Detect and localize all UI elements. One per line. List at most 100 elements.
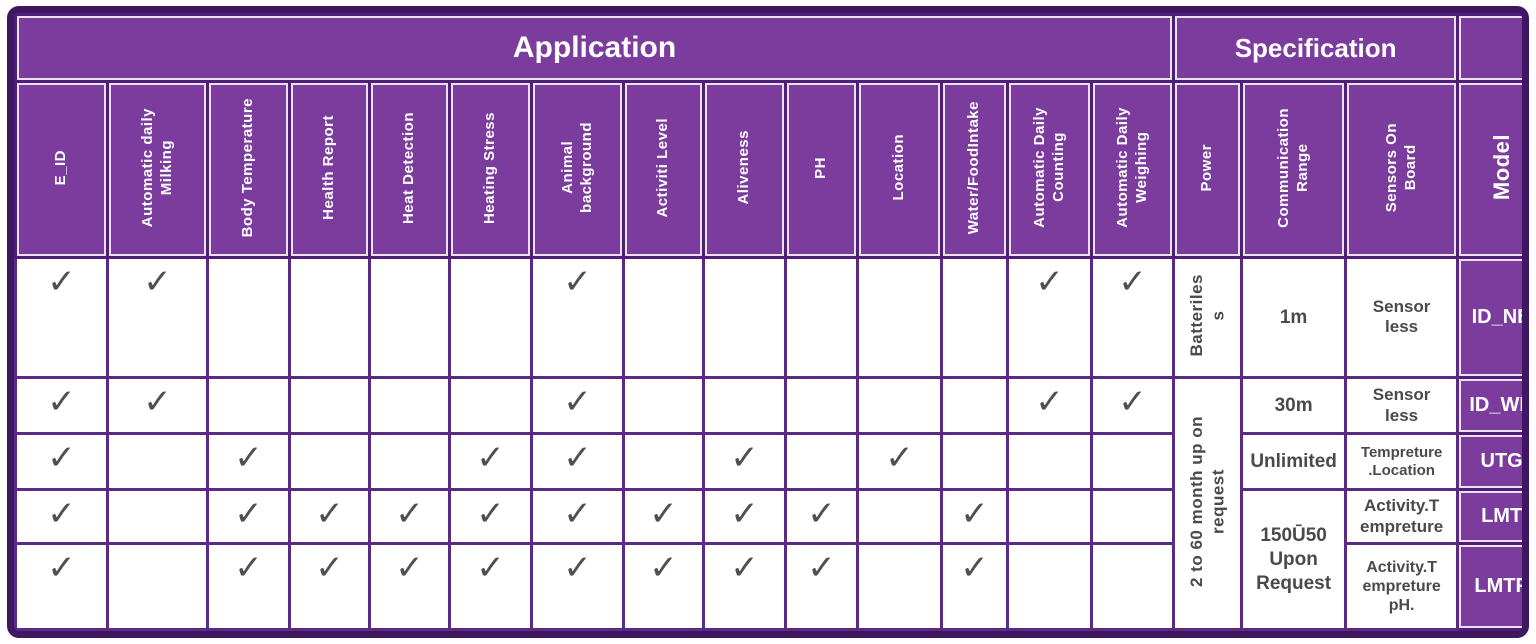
power-value: Batteriles s — [1187, 273, 1228, 357]
check-cell: ✓ — [106, 376, 209, 436]
check-cell: ✓ — [622, 488, 705, 546]
col-header-label: Body Temperature — [239, 97, 257, 238]
col-header-label: Automatic daily Milking — [138, 107, 175, 228]
column-header-row: E_ID Automatic daily Milking Body Temper… — [14, 80, 1522, 259]
col-header-animal-background: Animal background — [530, 80, 625, 259]
check-cell: ✓ — [14, 432, 109, 492]
col-header-label: Heating Stress — [481, 111, 499, 224]
check-cell: ✓ — [1006, 255, 1093, 380]
col-header-label: Health Report — [320, 115, 338, 220]
col-header-body-temperature: Body Temperature — [206, 80, 291, 259]
check-cell: ✓ — [206, 432, 291, 492]
col-header-label: Aliveness — [735, 130, 753, 205]
col-header-label: Power — [1198, 143, 1216, 192]
col-header-label: Automatic Daily Counting — [1030, 107, 1067, 228]
check-cell: ✓ — [856, 432, 943, 492]
model-cell: UTG — [1456, 432, 1522, 492]
check-cell — [206, 376, 291, 436]
range-merged-cell: 150Ū50 Upon Request — [1240, 488, 1348, 631]
col-header-sensors-on-board: Sensors On Board — [1344, 80, 1460, 259]
col-header-location: Location — [856, 80, 943, 259]
check-cell — [622, 432, 705, 492]
col-header-health-report: Health Report — [288, 80, 371, 259]
col-header-label: Animal background — [558, 122, 595, 213]
check-cell: ✓ — [702, 488, 787, 546]
check-cell: ✓ — [784, 542, 859, 631]
table-row-utg: ✓ ✓ ✓ ✓ ✓ ✓ Unlimited Tempreture .Locati… — [14, 432, 1522, 492]
col-header-e-id: E_ID — [14, 80, 109, 259]
col-header-label: Model — [1488, 134, 1514, 201]
col-header-aliveness: Aliveness — [702, 80, 787, 259]
check-cell — [856, 255, 943, 380]
check-cell: ✓ — [14, 376, 109, 436]
check-cell — [106, 432, 209, 492]
check-cell — [784, 376, 859, 436]
check-cell: ✓ — [530, 542, 625, 631]
check-cell — [106, 488, 209, 546]
check-cell — [1006, 432, 1093, 492]
col-header-automatic-daily-counting: Automatic Daily Counting — [1006, 80, 1093, 259]
col-header-label: Automatic Daily Weighing — [1113, 107, 1150, 228]
check-cell: ✓ — [702, 542, 787, 631]
check-cell — [1089, 432, 1176, 492]
check-cell — [940, 432, 1009, 492]
check-cell: ✓ — [14, 542, 109, 631]
check-cell — [856, 488, 943, 546]
specification-group-header: Specification — [1172, 13, 1460, 84]
check-cell: ✓ — [288, 488, 371, 546]
check-cell: ✓ — [206, 542, 291, 631]
check-cell: ✓ — [448, 542, 533, 631]
check-cell — [106, 542, 209, 631]
check-cell — [368, 376, 451, 436]
col-header-automatic-daily-weighing: Automatic Daily Weighing — [1089, 80, 1176, 259]
range-cell: 1m — [1240, 255, 1348, 380]
check-cell: ✓ — [448, 488, 533, 546]
range-cell: 30m — [1240, 376, 1348, 436]
check-cell — [622, 376, 705, 436]
col-header-model: Model — [1456, 80, 1522, 259]
model-cell: LMTP — [1456, 542, 1522, 631]
model-cell: LMT — [1456, 488, 1522, 546]
spec-table-frame: Application Specification E_ID Automatic… — [7, 6, 1529, 638]
model-group-header-blank — [1456, 13, 1522, 84]
col-header-label: Location — [890, 134, 908, 201]
check-cell: ✓ — [1089, 376, 1176, 436]
check-cell — [206, 255, 291, 380]
check-cell — [784, 255, 859, 380]
check-cell: ✓ — [368, 542, 451, 631]
check-cell: ✓ — [448, 432, 533, 492]
check-cell: ✓ — [106, 255, 209, 380]
col-header-label: Sensors On Board — [1382, 122, 1419, 213]
col-header-label: Communication Range — [1274, 107, 1311, 228]
check-cell: ✓ — [206, 488, 291, 546]
model-cell: ID_WB — [1456, 376, 1522, 436]
power-merged-cell: 2 to 60 month up on request — [1172, 376, 1244, 631]
check-cell: ✓ — [622, 542, 705, 631]
col-header-heat-detection: Heat Detection — [368, 80, 451, 259]
col-header-power: Power — [1172, 80, 1244, 259]
check-cell — [288, 432, 371, 492]
col-header-water-foodintake: Water/FoodIntake — [940, 80, 1009, 259]
check-cell — [1006, 488, 1093, 546]
check-cell: ✓ — [1089, 255, 1176, 380]
check-cell: ✓ — [702, 432, 787, 492]
check-cell — [940, 376, 1009, 436]
check-cell: ✓ — [784, 488, 859, 546]
col-header-ph: PH — [784, 80, 859, 259]
power-value: 2 to 60 month up on request — [1187, 415, 1228, 587]
check-cell: ✓ — [530, 376, 625, 436]
col-header-label: Water/FoodIntake — [965, 100, 983, 235]
check-cell — [368, 432, 451, 492]
col-header-label: E_ID — [52, 149, 70, 186]
check-cell: ✓ — [14, 488, 109, 546]
col-header-label: PH — [812, 156, 830, 179]
check-cell — [1089, 488, 1176, 546]
col-header-label: Activiti Level — [654, 117, 672, 218]
application-group-header: Application — [14, 13, 1176, 84]
col-header-communication-range: Communication Range — [1240, 80, 1348, 259]
col-header-label: Heat Detection — [400, 111, 418, 224]
check-cell — [702, 255, 787, 380]
check-cell: ✓ — [1006, 376, 1093, 436]
table-row-lmt: ✓ ✓ ✓ ✓ ✓ ✓ ✓ ✓ ✓ ✓ 150Ū50 Upon Request … — [14, 488, 1522, 631]
check-cell: ✓ — [530, 255, 625, 380]
